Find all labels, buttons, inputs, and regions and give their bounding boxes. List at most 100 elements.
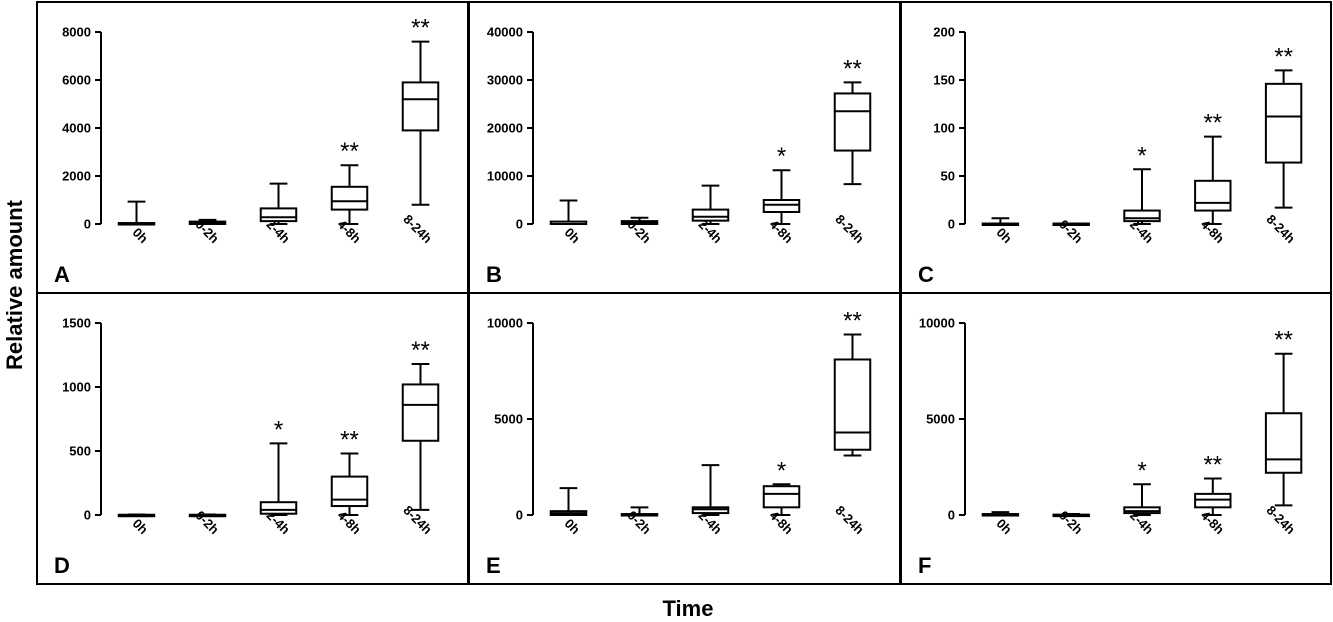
y-tick-label: 10000 (487, 316, 523, 331)
y-tick-label: 30000 (487, 73, 523, 88)
x-tick-label: 0h (130, 225, 151, 246)
significance-marker: ** (1274, 43, 1293, 70)
panel-letter: E (486, 553, 501, 578)
y-tick-label: 100 (933, 121, 955, 136)
significance-marker: * (777, 143, 786, 170)
iqr-box (401, 81, 440, 132)
box-2-4h (259, 182, 298, 225)
box-2-4h (691, 464, 730, 516)
x-tick-label: 8-24h (400, 502, 435, 537)
box-0h (549, 199, 588, 226)
y-tick-label: 2000 (62, 169, 91, 184)
box-2-4h: * (259, 416, 298, 516)
box-0-2h (1052, 222, 1090, 227)
box-0-2h (188, 218, 227, 226)
iqr-box (1123, 209, 1161, 223)
iqr-box (401, 383, 440, 442)
significance-marker: ** (340, 427, 359, 454)
box-0h (549, 487, 588, 517)
iqr-box (762, 199, 801, 213)
y-tick-label: 50 (941, 169, 955, 184)
significance-marker: ** (340, 138, 359, 165)
iqr-box (833, 92, 872, 152)
box-4-8h: ** (1194, 452, 1232, 516)
x-tick-label: 8-24h (832, 502, 867, 537)
box-8-24h: ** (401, 337, 440, 511)
x-tick-label: 0h (994, 225, 1015, 246)
significance-marker: ** (843, 308, 862, 335)
box-8-24h: ** (833, 308, 872, 457)
box-8-24h: ** (401, 15, 440, 206)
iqr-box (762, 485, 801, 509)
iqr-box (1264, 82, 1303, 164)
x-tick-label: 0-2h (1056, 217, 1086, 247)
box-4-8h: ** (330, 138, 369, 225)
x-tick-label: 8-24h (1263, 502, 1298, 537)
x-tick-label: 0h (130, 516, 151, 537)
y-tick-label: 1000 (62, 380, 91, 395)
box-4-8h: * (762, 457, 801, 516)
y-tick-label: 0 (948, 508, 955, 523)
box-0-2h (1052, 513, 1090, 518)
box-8-24h: ** (1264, 43, 1303, 209)
panel-letter: A (54, 262, 70, 287)
significance-marker: * (1137, 457, 1146, 484)
box-0h (117, 513, 156, 518)
iqr-box (833, 358, 872, 451)
box-0h (981, 217, 1020, 227)
iqr-box (259, 501, 298, 515)
y-tick-label: 200 (933, 25, 955, 40)
iqr-box (1264, 412, 1303, 474)
box-0-2h (620, 506, 659, 517)
y-tick-label: 10000 (919, 316, 955, 331)
box-0-2h (188, 513, 227, 518)
y-tick-label: 1500 (62, 316, 91, 331)
panel-letter: B (486, 262, 502, 287)
y-tick-label: 0 (516, 508, 523, 523)
box-2-4h: * (1123, 142, 1161, 225)
x-tick-label: 8-24h (400, 211, 435, 246)
y-axis-label: Relative amount (2, 199, 27, 370)
significance-marker: ** (843, 55, 862, 82)
y-tick-label: 5000 (926, 412, 955, 427)
box-2-4h (691, 184, 730, 225)
box-4-8h: * (762, 143, 801, 225)
x-tick-label: 8-24h (832, 211, 867, 246)
box-0h (981, 511, 1020, 517)
panel-frame (900, 292, 1332, 585)
x-tick-label: 0h (994, 516, 1015, 537)
x-tick-label: 0-2h (192, 508, 222, 538)
iqr-box (330, 475, 369, 508)
significance-marker: ** (411, 337, 430, 364)
box-8-24h: ** (1264, 327, 1303, 507)
box-8-24h: ** (833, 55, 872, 186)
significance-marker: * (274, 416, 283, 443)
panel-letter: C (918, 262, 934, 287)
box-2-4h: * (1123, 457, 1161, 516)
y-tick-label: 20000 (487, 121, 523, 136)
y-tick-label: 6000 (62, 73, 91, 88)
significance-marker: ** (1274, 327, 1293, 354)
box-0-2h (620, 216, 659, 225)
iqr-box (691, 208, 730, 222)
y-tick-label: 150 (933, 73, 955, 88)
x-tick-label: 8-24h (1263, 211, 1298, 246)
y-tick-label: 10000 (487, 169, 523, 184)
x-tick-label: 0h (562, 516, 583, 537)
y-tick-label: 5000 (494, 412, 523, 427)
significance-marker: ** (1203, 110, 1222, 137)
box-4-8h: ** (330, 427, 369, 516)
y-tick-label: 0 (516, 217, 523, 232)
significance-marker: ** (1203, 452, 1222, 479)
x-tick-label: 0h (562, 225, 583, 246)
y-tick-label: 0 (948, 217, 955, 232)
y-tick-label: 8000 (62, 25, 91, 40)
iqr-box (330, 185, 369, 211)
